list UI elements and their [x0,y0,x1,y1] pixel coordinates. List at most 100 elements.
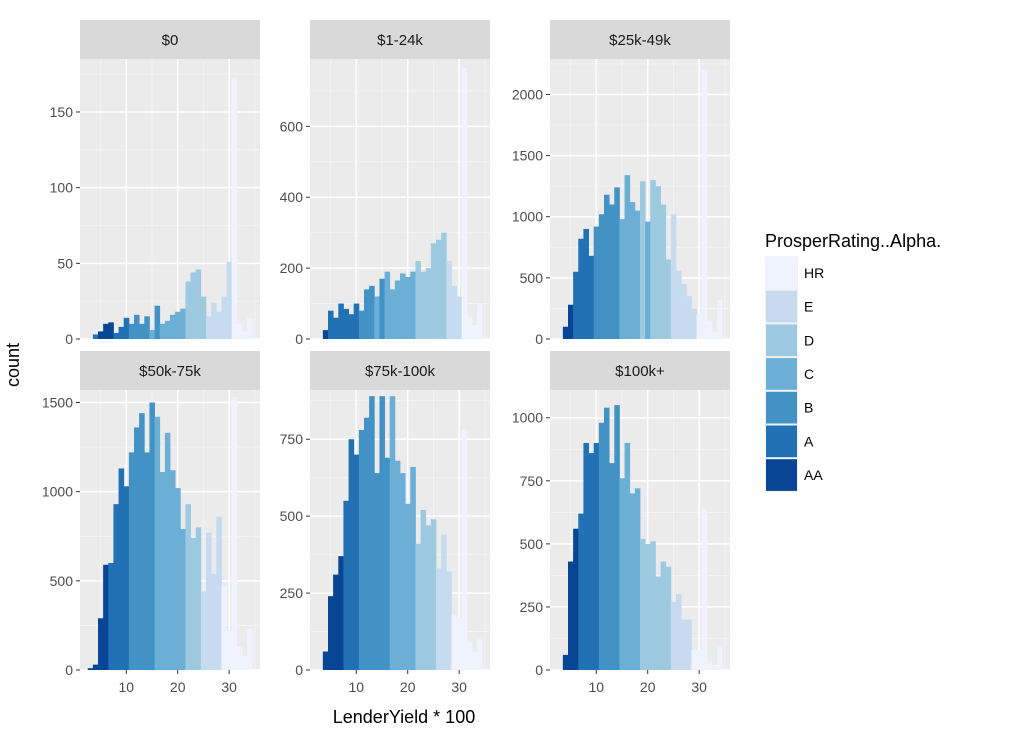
histogram-bar [691,649,697,670]
facet-strip [550,20,730,59]
y-tick-label: 750 [280,431,304,447]
histogram-bar [645,221,651,339]
histogram-bar [706,320,713,339]
histogram-bar [226,261,233,339]
histogram-bar [159,323,166,339]
histogram-bar [405,503,411,670]
histogram-bar [374,296,380,339]
facet-strip [80,351,260,390]
histogram-bar [123,317,130,339]
y-tick-label: 0 [65,662,73,678]
histogram-bar [691,308,697,339]
histogram-bar [226,630,233,670]
histogram-bar [717,647,723,670]
histogram-bar [430,243,437,339]
histogram-bar [686,619,692,670]
legend-swatch [766,425,797,458]
facet-strip-label: $1-24k [377,32,423,49]
histogram-bar [446,261,452,339]
histogram-bar [583,442,589,670]
histogram-bar [154,416,161,670]
histogram-bar [477,303,483,339]
histogram-bar [364,289,370,339]
histogram-bar [562,654,569,670]
histogram-bar [98,331,104,339]
y-tick-label: 0 [295,331,303,347]
histogram-bar [400,273,406,339]
y-tick-label: 600 [280,118,304,134]
histogram-bar [333,317,339,339]
y-tick-label: 2000 [512,86,543,102]
legend-swatch [766,257,797,289]
facet-panel: $1-24k 0 200 400 600 [280,20,490,347]
histogram-bar [108,562,114,670]
histogram-bar [108,322,114,339]
x-tick-label: 20 [640,679,656,695]
histogram-bar [185,504,191,670]
histogram-bar [660,204,667,339]
histogram-bar [236,646,243,670]
histogram-bar [343,500,349,670]
y-tick-label: 200 [280,260,304,276]
histogram-bar [425,525,432,670]
histogram-bar [211,302,217,339]
histogram-bar [614,187,620,339]
histogram-bar [164,432,171,670]
y-tick-label: 1000 [512,410,543,426]
facet-strip-label: $75k-100k [365,363,436,380]
histogram-bar [128,452,135,670]
histogram-bar [221,296,227,339]
histogram-bar [206,532,212,670]
x-axis-title: LenderYield * 100 [333,707,475,727]
legend-label: C [804,366,814,382]
histogram-bar [604,194,610,339]
legend-label: E [804,299,813,315]
y-tick-label: 100 [50,180,74,196]
legend-swatch [766,358,797,390]
histogram-bar [405,276,411,339]
histogram-bar [221,586,227,670]
histogram-bar [609,204,615,339]
histogram-bar [410,271,416,339]
histogram-bar [369,285,375,339]
histogram-bar [400,473,406,670]
y-tick-label: 1000 [42,484,73,500]
histogram-bar [149,329,155,339]
histogram-bar [640,181,646,339]
histogram-bar [712,664,718,670]
histogram-bar [394,460,401,670]
histogram-bar [231,78,238,340]
histogram-bar [149,402,155,670]
histogram-bar [629,202,636,339]
histogram-bar [446,571,452,670]
histogram-bar [681,619,687,670]
histogram-bar [578,513,584,670]
histogram-bar [701,508,708,670]
y-tick-label: 500 [280,508,304,524]
histogram-bar [154,305,161,339]
histogram-bar [170,314,176,339]
histogram-bar [562,326,569,339]
histogram-bar [578,238,584,339]
legend-swatch [766,290,797,323]
histogram-bar [441,232,447,339]
histogram-bar [614,405,620,670]
histogram-bar [477,639,483,670]
facet-strip-label: $50k-75k [139,363,201,380]
legend-label: D [804,332,814,348]
histogram-bar [451,285,457,339]
x-tick-label: 30 [221,679,237,695]
histogram-bar [216,311,222,339]
histogram-bar [712,331,718,339]
y-tick-label: 0 [65,331,73,347]
histogram-bar [415,543,421,670]
histogram-bar [466,317,473,339]
histogram-bar [139,413,145,670]
histogram-bar [242,655,248,670]
y-tick-label: 0 [535,662,543,678]
histogram-bar [665,566,672,670]
y-tick-label: 1500 [512,148,543,164]
histogram-bar [696,649,703,670]
histogram-bar [706,662,713,670]
histogram-bar [472,324,478,339]
